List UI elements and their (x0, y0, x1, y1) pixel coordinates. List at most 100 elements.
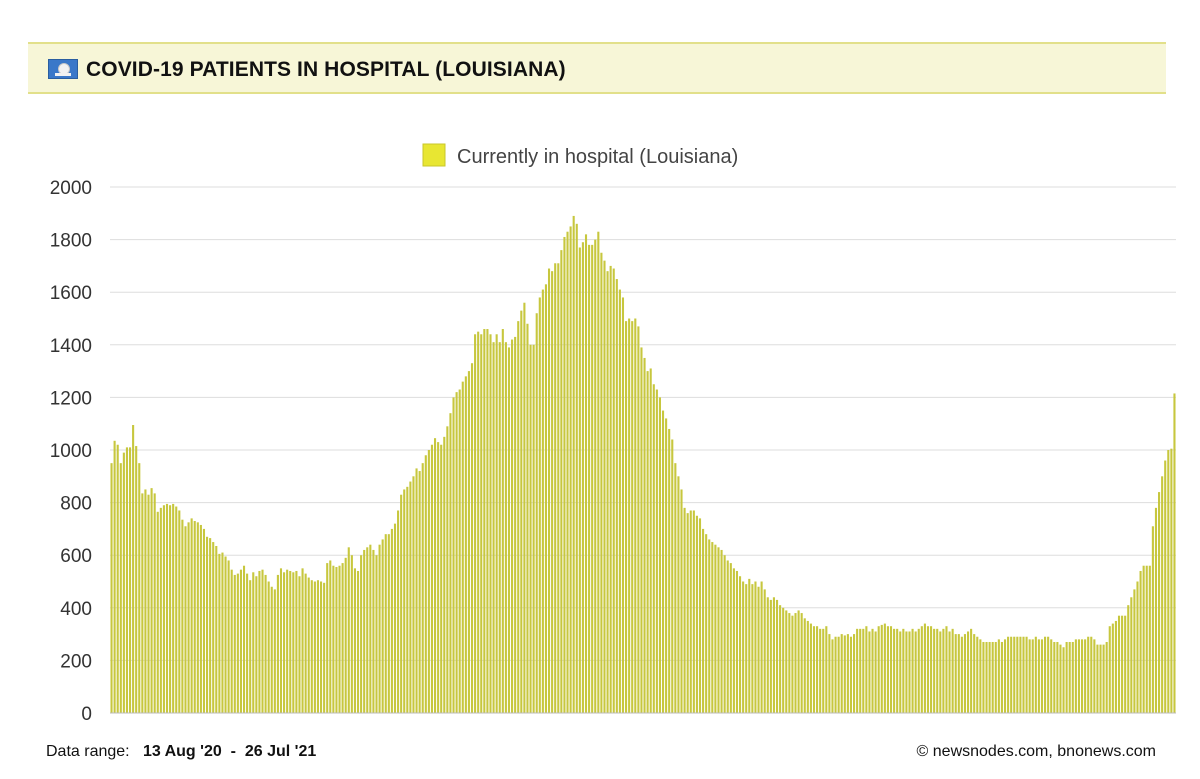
bar[interactable] (184, 526, 187, 713)
bar[interactable] (637, 326, 640, 713)
bar[interactable] (991, 641, 994, 713)
bar[interactable] (970, 628, 973, 713)
bar[interactable] (332, 565, 335, 713)
bar[interactable] (711, 542, 714, 713)
bar[interactable] (665, 418, 668, 713)
bar[interactable] (212, 542, 215, 713)
bar[interactable] (834, 636, 837, 713)
bar[interactable] (609, 265, 612, 713)
bar[interactable] (480, 334, 483, 713)
bar[interactable] (960, 636, 963, 713)
bar[interactable] (735, 570, 739, 713)
bar[interactable] (1003, 639, 1007, 713)
bar[interactable] (526, 323, 529, 713)
bar[interactable] (486, 329, 489, 713)
bar[interactable] (1025, 636, 1028, 713)
bar[interactable] (375, 555, 378, 713)
bar[interactable] (455, 392, 458, 713)
bar[interactable] (893, 628, 896, 713)
bar[interactable] (1121, 615, 1124, 713)
bar[interactable] (153, 493, 156, 713)
bar[interactable] (902, 628, 905, 713)
bar[interactable] (551, 271, 554, 713)
bar[interactable] (110, 463, 113, 713)
bar[interactable] (360, 555, 363, 713)
bar[interactable] (523, 302, 526, 713)
bar[interactable] (1087, 636, 1090, 713)
bar[interactable] (917, 628, 920, 713)
bar[interactable] (631, 321, 634, 713)
bar[interactable] (535, 313, 538, 713)
bar[interactable] (403, 489, 406, 713)
bar[interactable] (350, 555, 353, 713)
bar[interactable] (1074, 639, 1077, 713)
bar[interactable] (289, 570, 292, 713)
bar[interactable] (172, 503, 175, 713)
bar[interactable] (702, 528, 705, 713)
bar[interactable] (147, 494, 150, 713)
chart-legend[interactable]: Currently in hospital (Louisiana) (422, 143, 738, 168)
bar[interactable] (258, 570, 261, 713)
bar[interactable] (720, 549, 723, 713)
bar[interactable] (692, 510, 695, 713)
bar[interactable] (501, 329, 504, 713)
bar[interactable] (997, 639, 1000, 713)
bar[interactable] (270, 586, 273, 713)
bar[interactable] (661, 410, 665, 713)
bar[interactable] (393, 523, 397, 713)
bar[interactable] (625, 321, 628, 713)
bar[interactable] (246, 573, 249, 713)
bar[interactable] (880, 624, 883, 713)
bar[interactable] (132, 425, 135, 713)
bar[interactable] (905, 631, 908, 713)
bar[interactable] (541, 289, 544, 713)
bar[interactable] (646, 371, 649, 713)
bar[interactable] (966, 631, 970, 713)
bar[interactable] (538, 297, 541, 713)
bar[interactable] (424, 455, 427, 713)
bar[interactable] (202, 528, 206, 713)
bar[interactable] (939, 631, 942, 713)
bar[interactable] (1170, 448, 1173, 713)
bar[interactable] (886, 626, 889, 713)
bar[interactable] (846, 634, 849, 713)
bar[interactable] (1047, 636, 1050, 713)
bar[interactable] (809, 623, 812, 713)
bar[interactable] (930, 626, 933, 713)
bar[interactable] (233, 574, 236, 713)
bar[interactable] (877, 626, 880, 713)
bar[interactable] (584, 234, 588, 713)
bar[interactable] (165, 503, 169, 713)
bar[interactable] (973, 634, 976, 713)
bar[interactable] (948, 631, 951, 713)
bar[interactable] (732, 568, 735, 713)
bar[interactable] (199, 524, 202, 713)
bar[interactable] (742, 581, 745, 714)
bar[interactable] (1010, 636, 1013, 713)
bar[interactable] (794, 613, 797, 713)
bar[interactable] (865, 626, 868, 713)
bar[interactable] (412, 476, 415, 713)
bar[interactable] (677, 476, 680, 713)
bar[interactable] (994, 641, 997, 713)
bar[interactable] (347, 547, 350, 713)
bar[interactable] (819, 628, 822, 713)
bar[interactable] (430, 444, 434, 713)
bar[interactable] (418, 471, 421, 713)
bar[interactable] (578, 247, 581, 713)
bar[interactable] (437, 442, 440, 713)
bar[interactable] (283, 572, 286, 713)
bar[interactable] (554, 263, 557, 713)
bar[interactable] (985, 641, 988, 713)
bar[interactable] (1068, 641, 1071, 713)
bar[interactable] (569, 226, 572, 713)
bar[interactable] (1145, 565, 1148, 713)
bar[interactable] (726, 560, 729, 713)
bar[interactable] (717, 547, 720, 713)
bar[interactable] (874, 631, 877, 713)
bar[interactable] (779, 605, 782, 713)
bar[interactable] (655, 389, 658, 713)
bar[interactable] (446, 426, 449, 713)
bar[interactable] (511, 339, 514, 713)
bar[interactable] (936, 628, 939, 713)
